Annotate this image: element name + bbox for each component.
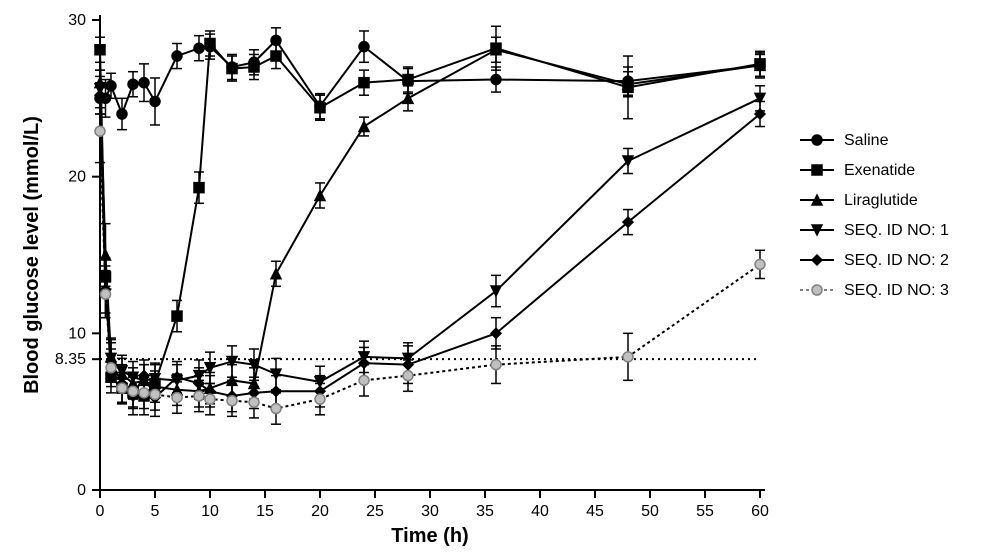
x-tick-label: 60 — [751, 503, 769, 520]
legend-label: Saline — [844, 132, 889, 149]
x-tick-label: 40 — [531, 503, 549, 520]
y-tick-label: 30 — [68, 12, 86, 29]
y-tick-label: 10 — [68, 325, 86, 342]
x-tick-label: 10 — [201, 503, 219, 520]
x-tick-label: 20 — [311, 503, 329, 520]
glucose-chart: 0 5 10 15 20 25 30 35 40 45 50 55 60 Time (h) 0 10 20 30 8… — [0, 0, 1000, 554]
legend-label: SEQ. ID NO: 1 — [844, 222, 949, 239]
x-tick-label: 30 — [421, 503, 439, 520]
x-tick-label: 35 — [476, 503, 494, 520]
x-tick-label: 5 — [151, 503, 160, 520]
y-tick-label-ref: 8.35 — [55, 351, 86, 368]
x-tick-label: 25 — [366, 503, 384, 520]
y-axis-title: Blood glucose level (mmol/L) — [21, 116, 43, 394]
legend-label: SEQ. ID NO: 3 — [844, 282, 949, 299]
legend-label: Liraglutide — [844, 192, 918, 209]
x-tick-label: 0 — [96, 503, 105, 520]
x-tick-label: 50 — [641, 503, 659, 520]
legend-label: SEQ. ID NO: 2 — [844, 252, 949, 269]
x-axis-title: Time (h) — [391, 525, 468, 547]
y-tick-label: 20 — [68, 169, 86, 186]
y-tick-label: 0 — [77, 482, 86, 499]
legend-label: Exenatide — [844, 162, 915, 179]
x-tick-label: 15 — [256, 503, 274, 520]
x-tick-label: 55 — [696, 503, 714, 520]
x-tick-label: 45 — [586, 503, 604, 520]
